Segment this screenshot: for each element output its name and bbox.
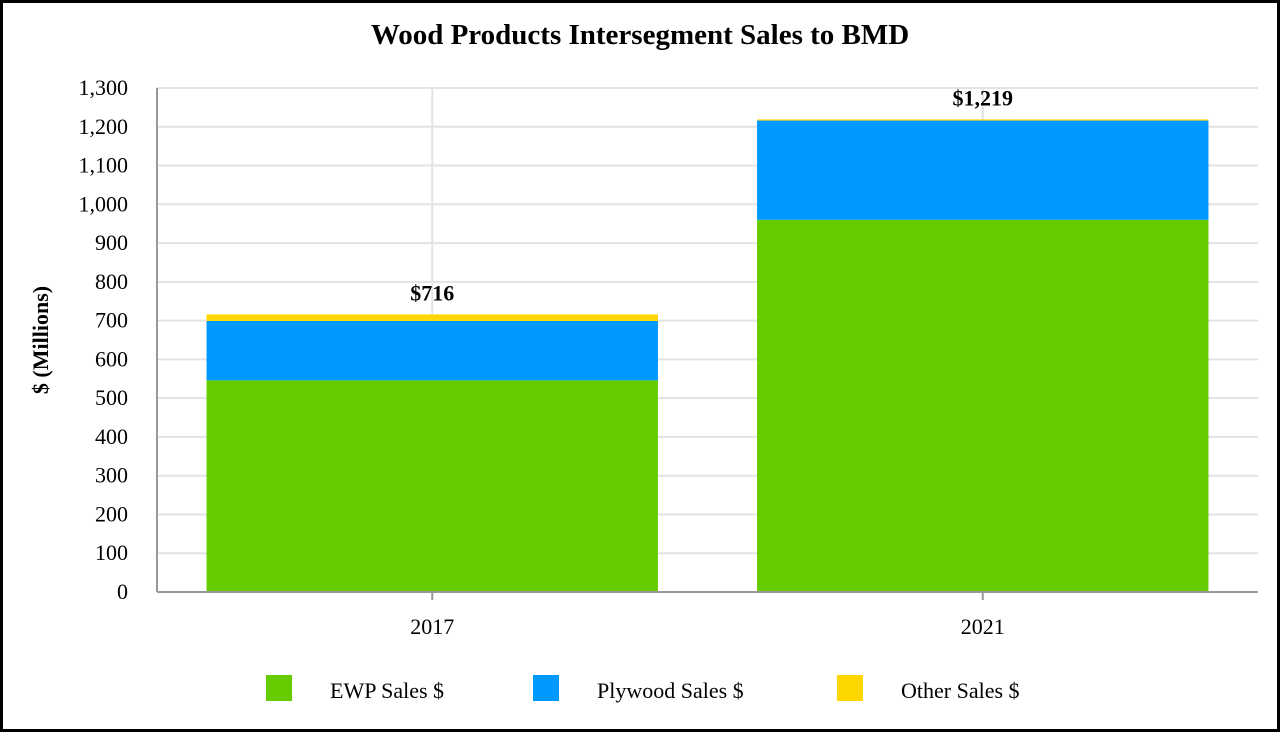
x-tick-label: 2017 [410, 614, 454, 639]
y-tick-label: 300 [95, 463, 128, 488]
x-tick-label: 2021 [961, 614, 1005, 639]
bar-segment-other-sales [206, 314, 658, 322]
y-tick-label: 500 [95, 385, 128, 410]
chart-title: Wood Products Intersegment Sales to BMD [371, 19, 909, 51]
y-tick-label: 700 [95, 308, 128, 333]
y-tick-label: 0 [117, 579, 128, 604]
bar-segment-other-sales [757, 119, 1209, 121]
bar-segment-ewp-sales [757, 219, 1209, 593]
y-tick-label: 800 [95, 269, 128, 294]
legend-label-other-sales: Other Sales $ [901, 678, 1020, 703]
y-tick-label: 1,200 [79, 114, 129, 139]
legend-swatch-other-sales [837, 675, 863, 701]
y-tick-label: 1,300 [79, 75, 129, 100]
y-axis-label: $ (Millions) [28, 286, 53, 394]
bar-segment-plywood-sales [757, 120, 1209, 220]
legend-label-ewp-sales: EWP Sales $ [330, 678, 444, 703]
y-tick-label: 1,000 [79, 191, 129, 216]
y-tick-label: 1,100 [79, 153, 129, 178]
legend-label-plywood-sales: Plywood Sales $ [597, 678, 744, 703]
bar-segment-ewp-sales [206, 380, 658, 592]
legend-swatch-ewp-sales [266, 675, 292, 701]
y-tick-label: 200 [95, 501, 128, 526]
bars [206, 119, 1209, 593]
bar-segment-plywood-sales [206, 321, 658, 381]
y-tick-label: 100 [95, 540, 128, 565]
axes [156, 88, 1258, 600]
y-tick-label: 900 [95, 230, 128, 255]
tick-labels: 0 100 200 300 400 500 600 700 800 900 1,000 1,100 1,… [79, 75, 1014, 639]
legend: EWP Sales $ Plywood Sales $ Other Sales $ [266, 675, 1020, 703]
bar-total-label: $1,219 [953, 85, 1014, 110]
y-tick-label: 400 [95, 424, 128, 449]
bar-total-label: $716 [410, 280, 454, 305]
legend-swatch-plywood-sales [533, 675, 559, 701]
y-tick-label: 600 [95, 346, 128, 371]
